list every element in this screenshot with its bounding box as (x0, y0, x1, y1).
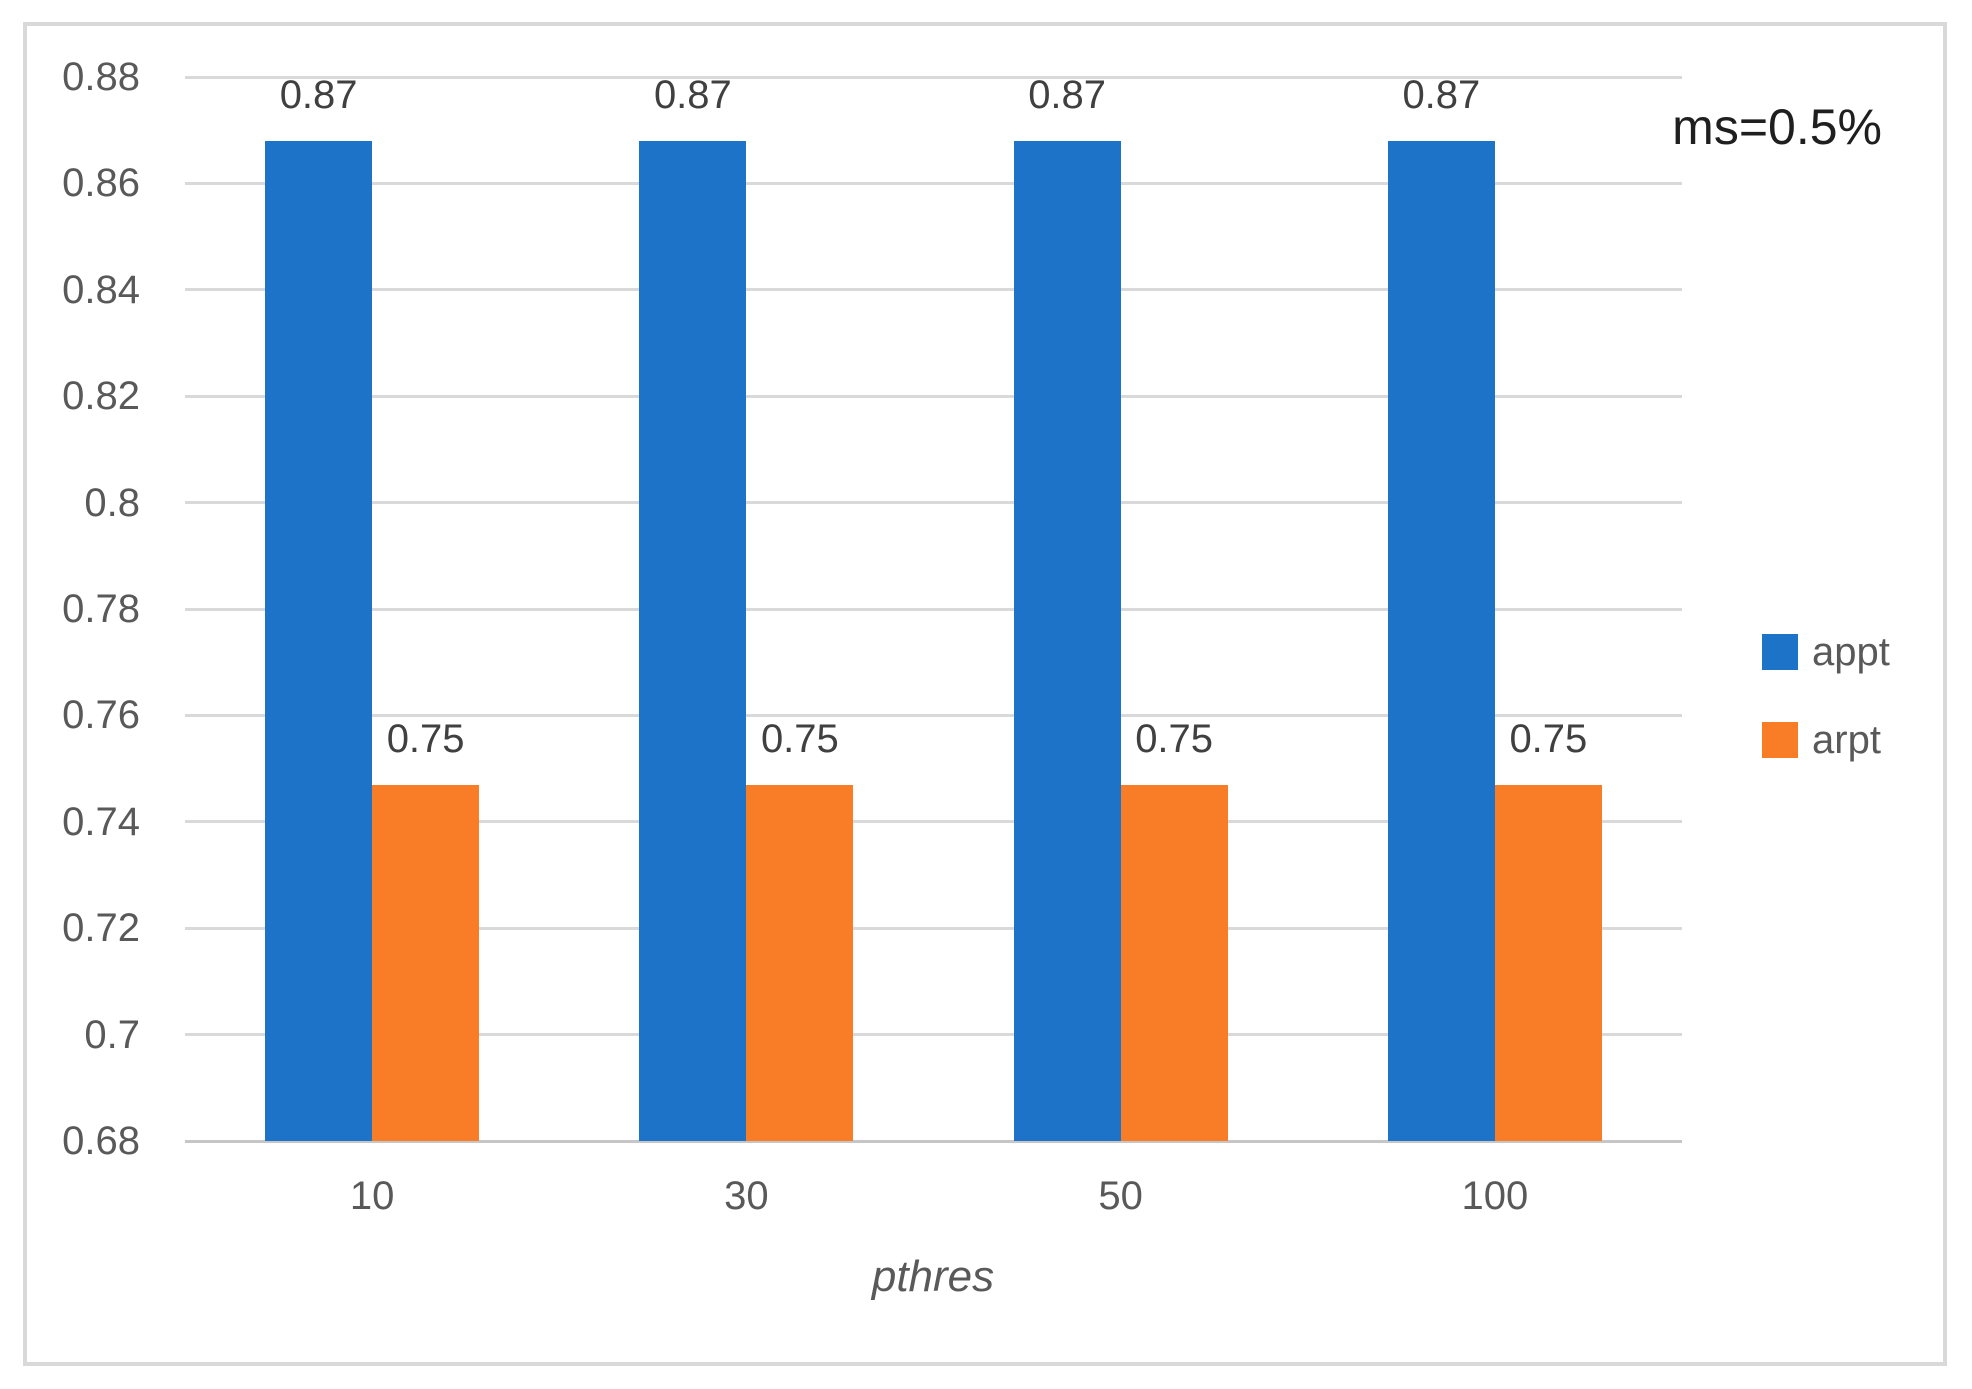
gridline (185, 820, 1682, 824)
y-tick-label: 0.86 (62, 161, 140, 206)
bar-value-label-arpt-10: 0.75 (386, 716, 465, 761)
legend-label-arpt: arpt (1812, 718, 1881, 762)
x-tick-label-10: 10 (349, 1174, 395, 1218)
y-tick-label: 0.72 (62, 906, 140, 951)
gridline (185, 501, 1682, 505)
y-tick-label: 0.88 (62, 55, 140, 99)
y-tick-label: 0.74 (62, 799, 140, 844)
y-tick-label: 0.8 (84, 480, 140, 525)
bar-value-label-appt-10: 0.87 (279, 72, 358, 117)
bar-appt-100 (1387, 140, 1495, 1141)
bar-value-label-appt-100: 0.87 (1402, 72, 1481, 117)
gridline (185, 181, 1682, 185)
y-tick-label: 0.76 (62, 693, 140, 738)
bar-value-label-appt-30: 0.87 (653, 72, 732, 117)
legend-swatch-arpt-icon (1762, 722, 1798, 758)
x-axis-line (185, 1139, 1682, 1143)
y-tick-label: 0.78 (62, 587, 140, 631)
x-tick-label-100: 100 (1461, 1174, 1529, 1218)
y-tick-label: 0.7 (84, 1012, 140, 1057)
bar-arpt-100 (1494, 784, 1602, 1141)
gridline (185, 607, 1682, 611)
bar-arpt-30 (746, 784, 854, 1141)
bar-appt-30 (639, 140, 747, 1141)
gridline (185, 926, 1682, 930)
bar-arpt-10 (372, 784, 480, 1141)
y-tick-label: 0.68 (62, 1119, 140, 1163)
legend-label-appt: appt (1812, 630, 1890, 674)
bar-arpt-50 (1120, 784, 1228, 1141)
legend-swatch-appt-icon (1762, 634, 1798, 670)
bar-appt-10 (265, 140, 373, 1141)
legend-item-appt: appt (1762, 632, 1890, 672)
y-tick-label: 0.84 (62, 267, 140, 312)
bar-appt-50 (1013, 140, 1121, 1141)
x-tick-label-50: 50 (1098, 1174, 1143, 1218)
bar-value-label-arpt-30: 0.75 (760, 716, 839, 761)
gridline (185, 713, 1682, 717)
y-tick-label: 0.82 (62, 374, 140, 419)
bar-value-label-arpt-50: 0.75 (1135, 716, 1214, 761)
bar-value-label-appt-50: 0.87 (1028, 72, 1107, 117)
gridline (185, 288, 1682, 292)
gridline (185, 75, 1682, 79)
bar-value-label-arpt-100: 0.75 (1509, 716, 1588, 761)
annotation-ms: ms=0.5% (1672, 99, 1882, 155)
legend-item-arpt: arpt (1762, 720, 1881, 760)
x-axis-title: pthres (871, 1252, 995, 1301)
gridline (185, 394, 1682, 398)
gridline (185, 1033, 1682, 1037)
x-tick-label-30: 30 (724, 1174, 769, 1218)
